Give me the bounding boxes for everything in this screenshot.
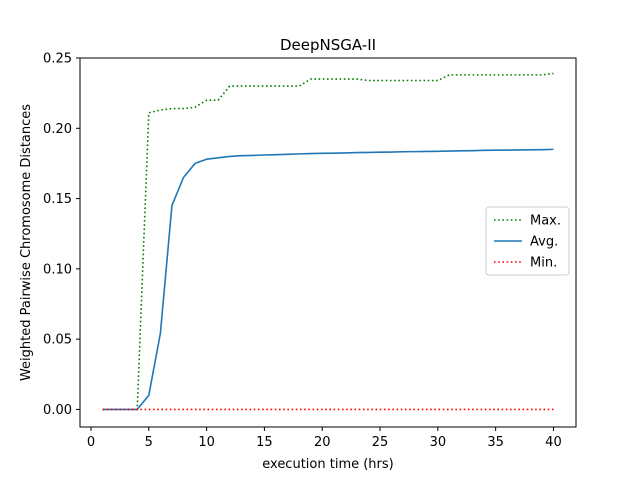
y-axis: 0.00 0.05 0.10 0.15 0.20 0.25 — [43, 52, 80, 418]
legend-label: Avg. — [530, 235, 558, 250]
legend-label: Min. — [530, 256, 557, 271]
series-line-max — [102, 72, 554, 411]
y-axis-label: Weighted Pairwise Chromosome Distances — [19, 104, 34, 381]
y-tick-label: 0.05 — [43, 333, 72, 348]
legend-box — [485, 206, 570, 276]
x-tick-label: 30 — [430, 435, 447, 450]
x-tick-label: 20 — [314, 435, 331, 450]
y-tick-label: 0.10 — [43, 262, 72, 277]
y-tick-label: 0.25 — [43, 52, 72, 67]
x-tick-label: 15 — [256, 435, 273, 450]
x-tick-label: 40 — [545, 435, 562, 450]
x-axis-label: execution time (hrs) — [262, 457, 394, 472]
legend: Max. Avg. Min. — [485, 206, 570, 276]
x-tick-label: 10 — [198, 435, 215, 450]
x-axis: 0 5 10 15 20 25 30 35 40 — [87, 427, 562, 450]
legend-label: Max. — [530, 214, 561, 229]
x-tick-label: 35 — [487, 435, 504, 450]
series-line-avg — [102, 148, 554, 411]
series-layer — [102, 72, 554, 411]
y-tick-label: 0.00 — [43, 403, 72, 418]
axes-frame — [79, 57, 577, 428]
y-tick-label: 0.20 — [43, 122, 72, 137]
x-tick-label: 5 — [145, 435, 153, 450]
x-tick-label: 0 — [87, 435, 95, 450]
x-tick-label: 25 — [372, 435, 389, 450]
y-tick-label: 0.15 — [43, 192, 72, 207]
chart-title: DeepNSGA-II — [280, 36, 376, 54]
